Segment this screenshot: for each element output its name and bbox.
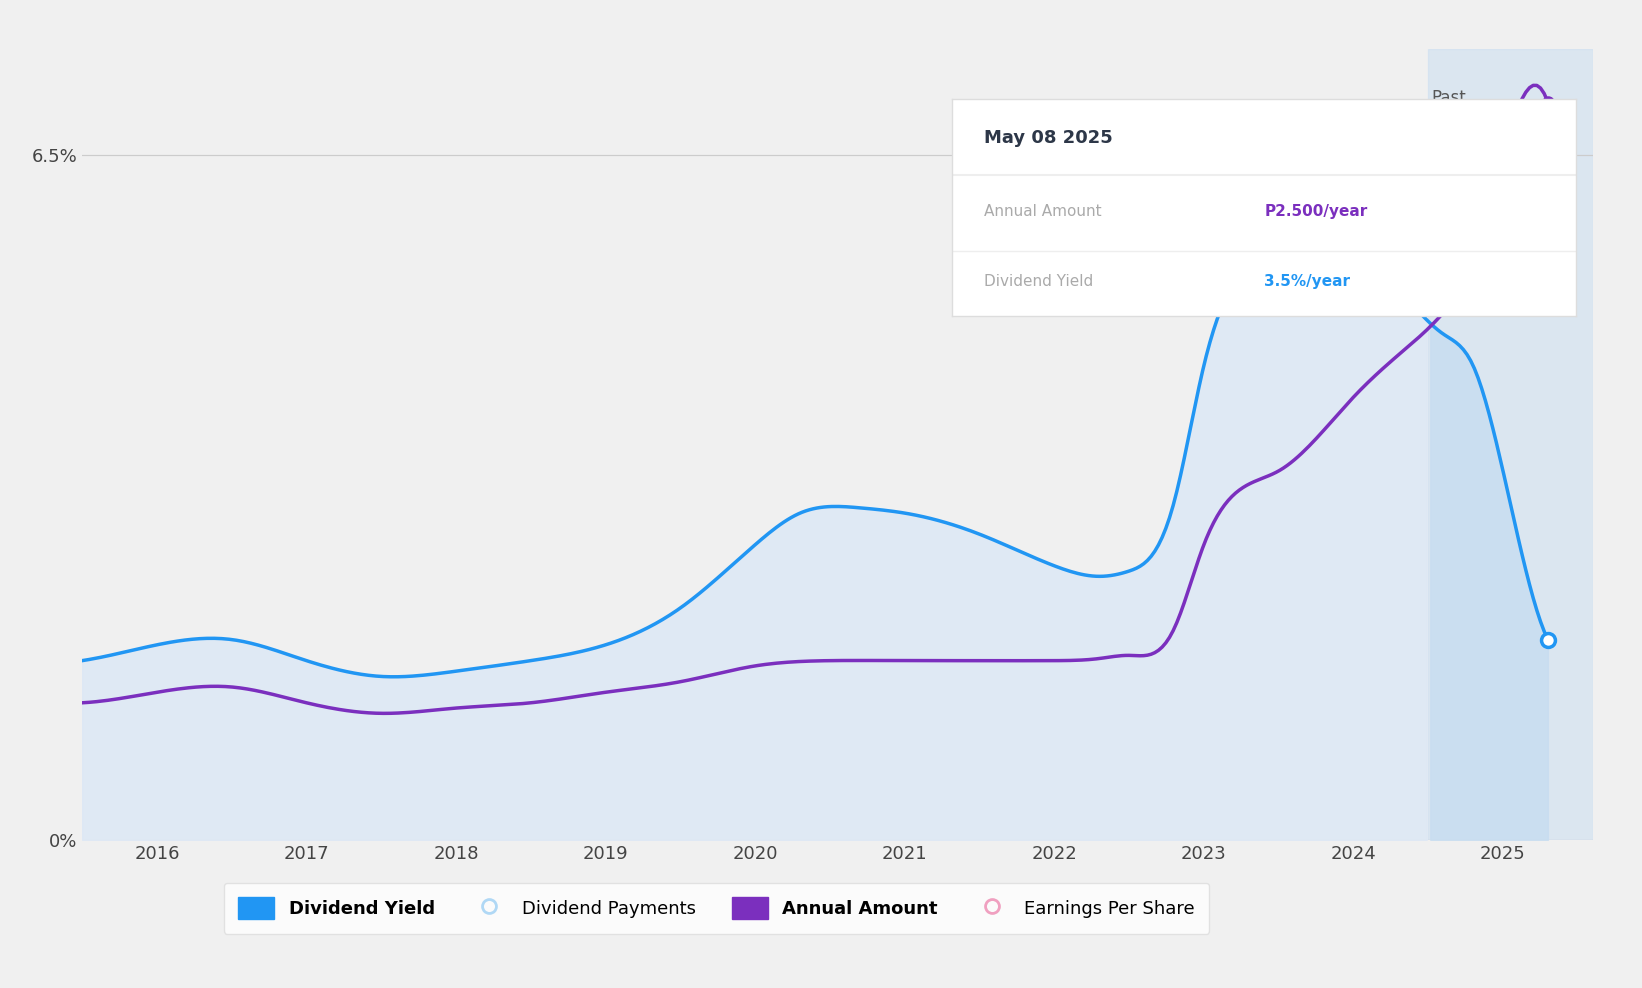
- Text: May 08 2025: May 08 2025: [984, 128, 1112, 147]
- Legend: Dividend Yield, Dividend Payments, Annual Amount, Earnings Per Share: Dividend Yield, Dividend Payments, Annua…: [223, 882, 1210, 934]
- Text: Past: Past: [1432, 89, 1466, 107]
- Bar: [1429, 49, 1593, 840]
- Text: 3.5%/year: 3.5%/year: [1264, 274, 1350, 288]
- Text: Dividend Yield: Dividend Yield: [984, 274, 1094, 288]
- Text: P2.500/year: P2.500/year: [1264, 205, 1368, 219]
- Text: Annual Amount: Annual Amount: [984, 205, 1102, 219]
